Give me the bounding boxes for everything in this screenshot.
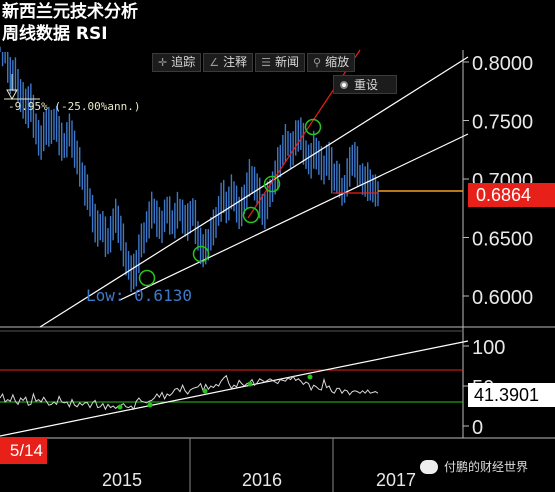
rsi-touch-point xyxy=(307,374,313,380)
news-tool-label: 新闻 xyxy=(275,55,300,69)
rsi-tick-label: 0 xyxy=(472,417,483,439)
low-annotation: Low: 0.6130 xyxy=(86,286,192,305)
trend-line-long xyxy=(39,56,469,328)
chart-subtitle: 周线数据 RSI xyxy=(2,24,108,44)
pencil-icon: ∠ xyxy=(209,56,220,69)
crosshair-tool-label: 追踪 xyxy=(171,55,196,69)
x-tick-label: 2015 xyxy=(102,470,142,490)
watermark: 付鹏的财经世界 xyxy=(420,458,528,475)
last-rsi-flag: 41.3901 xyxy=(468,383,555,407)
crosshair-icon: ✛ xyxy=(158,56,168,69)
rsi-touch-point xyxy=(117,404,123,410)
x-tick-label: 2016 xyxy=(242,470,282,490)
rsi-trend-line xyxy=(0,340,469,437)
price-series xyxy=(0,46,379,293)
touch-point-circle xyxy=(263,175,281,193)
watermark-label: 付鹏的财经世界 xyxy=(444,460,529,474)
price-tick-label: 0.6000 xyxy=(472,287,533,309)
zoom-icon: ⚲ xyxy=(313,56,322,69)
date-cursor-label: 5/14 xyxy=(0,437,47,464)
touch-point-circle xyxy=(138,269,156,287)
rsi-touch-point xyxy=(147,402,153,408)
price-tick-label: 0.6500 xyxy=(472,229,533,251)
rsi-touch-point xyxy=(202,388,208,394)
touch-point-circle xyxy=(304,118,322,136)
price-tick-label: 0.7500 xyxy=(472,112,533,134)
chart-toolbar: ✛ 追踪 ∠ 注释 ☰ 新闻 ⚲ 缩放 xyxy=(152,53,356,72)
change-annotation: -9.95% (-25.00%ann.) xyxy=(8,100,141,113)
touch-point-circle xyxy=(192,245,210,263)
touch-point-circle xyxy=(242,206,260,224)
reset-icon xyxy=(340,80,348,89)
reset-button[interactable]: 重设 xyxy=(333,75,398,94)
crosshair-tool-button[interactable]: ✛ 追踪 xyxy=(152,53,202,72)
rsi-tick-label: 100 xyxy=(472,337,505,359)
last-price-flag: 0.6864 xyxy=(468,183,555,207)
zoom-tool-button[interactable]: ⚲ 缩放 xyxy=(307,53,356,72)
annotate-tool-label: 注释 xyxy=(223,55,248,69)
news-icon: ☰ xyxy=(261,56,271,69)
wechat-icon xyxy=(420,459,438,474)
trend-line-support xyxy=(119,133,469,301)
zoom-tool-label: 缩放 xyxy=(325,55,350,69)
rsi-line xyxy=(0,374,379,411)
news-tool-button[interactable]: ☰ 新闻 xyxy=(255,53,306,72)
chart-title: 新西兰元技术分析 xyxy=(2,2,138,22)
rsi-touch-point xyxy=(247,381,253,387)
price-tick-label: 0.8000 xyxy=(472,53,533,75)
x-tick-label: 2017 xyxy=(376,470,416,490)
annotate-tool-button[interactable]: ∠ 注释 xyxy=(203,53,254,72)
reset-label: 重设 xyxy=(354,78,379,92)
